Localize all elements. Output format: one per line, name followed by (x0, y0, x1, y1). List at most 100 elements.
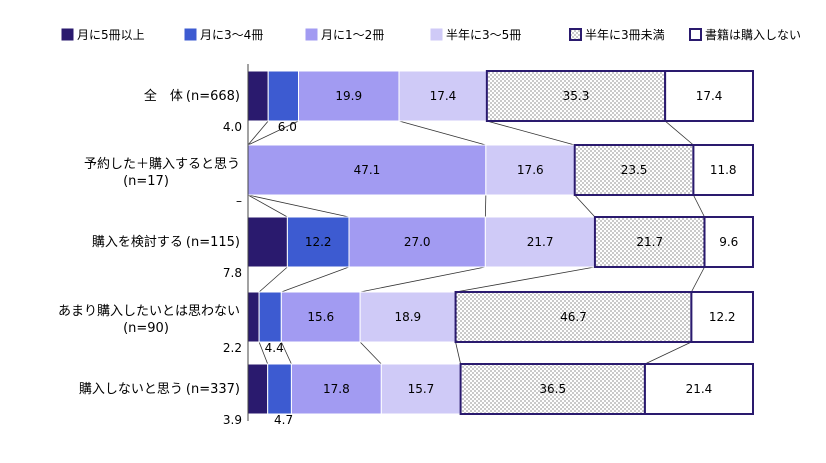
data-label-r3-s4: 21.7 (527, 235, 554, 249)
connector-r4-e4 (455, 341, 461, 365)
bar-segment-r5-s5 (459, 363, 646, 415)
category-label-5: 購入しないと思う (n=337) (79, 382, 240, 397)
bar-segment-r5-s2 (267, 363, 292, 415)
data-label-r3-s3: 27.0 (404, 235, 431, 249)
connector-r2-e1 (247, 194, 288, 218)
bar-segment-r4-s6 (690, 291, 755, 343)
connector-r4-e1 (258, 341, 269, 365)
data-label-r3-s5: 21.7 (636, 235, 663, 249)
data-label-r5-s3: 17.8 (323, 382, 350, 396)
connector-r1-e4 (486, 120, 575, 146)
connector-r3-e3 (360, 266, 486, 293)
data-label-r5-s6: 21.4 (686, 382, 713, 396)
bar-segment-r2-s4 (485, 144, 576, 196)
category-n-5: (n=337) (186, 382, 240, 397)
legend-label-6: 書籍は購入しない (705, 27, 801, 42)
data-label-r2-s4: 17.6 (517, 163, 544, 177)
bar-segment-r4-s1 (247, 291, 260, 343)
category-n-4: (n=90) (123, 321, 169, 336)
bar-segment-r5-s3 (290, 363, 382, 415)
data-label-r1-s1: 4.0 (223, 120, 242, 134)
bar-segment-r5-s4 (380, 363, 462, 415)
connector-r2-e5 (693, 194, 705, 218)
bar-segment-r5-s1 (247, 363, 269, 415)
category-labels: 全 体 (n=668) 予約した＋購入すると思う (n=17) 購入を検討する (n=11… (58, 88, 240, 397)
legend-swatch-6 (689, 28, 702, 41)
category-label-3: 購入を検討する (n=115) (92, 234, 240, 250)
bars: 4.0 6.0 19.9 17.4 35.3 17.4 – 47.1 17.6 23.5 11.8 7… (223, 70, 755, 427)
connector-r2-e4 (574, 194, 596, 218)
bar-segment-r1-s4 (398, 70, 488, 122)
connector-r1-e3 (398, 120, 486, 146)
connector-r4-e3 (359, 341, 382, 365)
connector-r3-e5 (691, 266, 705, 293)
bar-segment-r1-s2 (267, 70, 300, 122)
data-label-r5-s1: 3.9 (223, 413, 242, 427)
legend-swatch-4 (430, 28, 443, 41)
data-label-r5-s2: 4.7 (274, 413, 293, 427)
data-label-r4-s1: 2.2 (223, 341, 242, 355)
category-label-1: 全 体 (n=668) (144, 88, 240, 104)
bar-segment-r4-s5 (454, 291, 693, 343)
legend-swatch-1 (61, 28, 74, 41)
connector-r1-e5 (664, 120, 694, 146)
data-label-r1-s2: 6.0 (278, 120, 297, 134)
legend-label-4: 半年に3～5冊 (446, 28, 521, 42)
bar-segment-r4-s3 (280, 291, 361, 343)
data-label-r2-s3: 47.1 (354, 163, 381, 177)
data-label-r5-s4: 15.7 (408, 382, 435, 396)
connector-r3-e2 (281, 266, 350, 293)
bar-segment-r1-s1 (247, 70, 269, 122)
connector-r3-e1 (258, 266, 288, 293)
connector-r3-e4 (455, 266, 596, 293)
category-n-2: (n=17) (123, 174, 169, 189)
data-label-r3-s1: 7.8 (223, 266, 242, 280)
bar-segment-r1-s3 (298, 70, 400, 122)
category-name-3: 購入を検討する (92, 234, 183, 250)
bar-segment-r3-s3 (348, 216, 486, 268)
bar-segment-r2-s6 (692, 144, 754, 196)
connector-r2-e3 (484, 194, 487, 218)
bar-segment-r3-s6 (703, 216, 755, 268)
connector-r4-e5 (644, 341, 692, 365)
data-label-r1-s3: 19.9 (335, 89, 362, 103)
bar-segment-r1-s5 (485, 70, 667, 122)
bar-segment-r3-s4 (484, 216, 596, 268)
bar-segment-r5-s6 (643, 363, 754, 415)
connector-lines (247, 120, 705, 365)
data-label-r4-s4: 18.9 (394, 310, 421, 324)
data-label-r2-s1: – (236, 194, 242, 208)
connector-r1-e1 (247, 120, 269, 146)
data-label-r1-s5: 35.3 (563, 89, 590, 103)
data-label-r3-s2: 12.2 (305, 235, 332, 249)
data-label-r4-s2: 4.4 (265, 341, 284, 355)
category-n-1: (n=668) (186, 89, 240, 104)
category-name-2: 予約した＋購入すると思う (84, 157, 240, 172)
data-label-r1-s4: 17.4 (430, 89, 457, 103)
connector-r1-e2 (247, 120, 299, 146)
legend-label-5: 半年に3冊未満 (585, 28, 665, 42)
legend-label-1: 月に5冊以上 (77, 28, 145, 42)
data-label-r2-s5: 23.5 (621, 163, 648, 177)
data-label-r5-s5: 36.5 (539, 382, 566, 396)
legend-swatch-3 (305, 28, 318, 41)
data-label-r3-s6: 9.6 (719, 235, 738, 249)
legend-label-2: 月に3～4冊 (200, 28, 263, 42)
connector-r2-e2 (247, 194, 350, 218)
legend: 月に5冊以上 月に3～4冊 月に1～2冊 半年に3～5冊 半年に3冊未満 書籍は購入しない (61, 27, 801, 42)
category-n-3: (n=115) (186, 235, 240, 250)
connector-r4-e2 (280, 341, 292, 365)
data-label-r4-s5: 46.7 (560, 310, 587, 324)
bar-segment-r1-s6 (664, 70, 755, 122)
bar-segment-r4-s2 (258, 291, 282, 343)
legend-swatch-2 (184, 28, 197, 41)
data-label-r1-s6: 17.4 (696, 89, 723, 103)
bar-segment-r3-s2 (286, 216, 350, 268)
data-label-r4-s3: 15.6 (307, 310, 334, 324)
data-label-r4-s6: 12.2 (709, 310, 736, 324)
data-label-r2-s6: 11.8 (710, 163, 737, 177)
legend-label-3: 月に1～2冊 (321, 28, 384, 42)
legend-swatch-5 (569, 28, 582, 41)
category-name-5: 購入しないと思う (79, 382, 183, 397)
